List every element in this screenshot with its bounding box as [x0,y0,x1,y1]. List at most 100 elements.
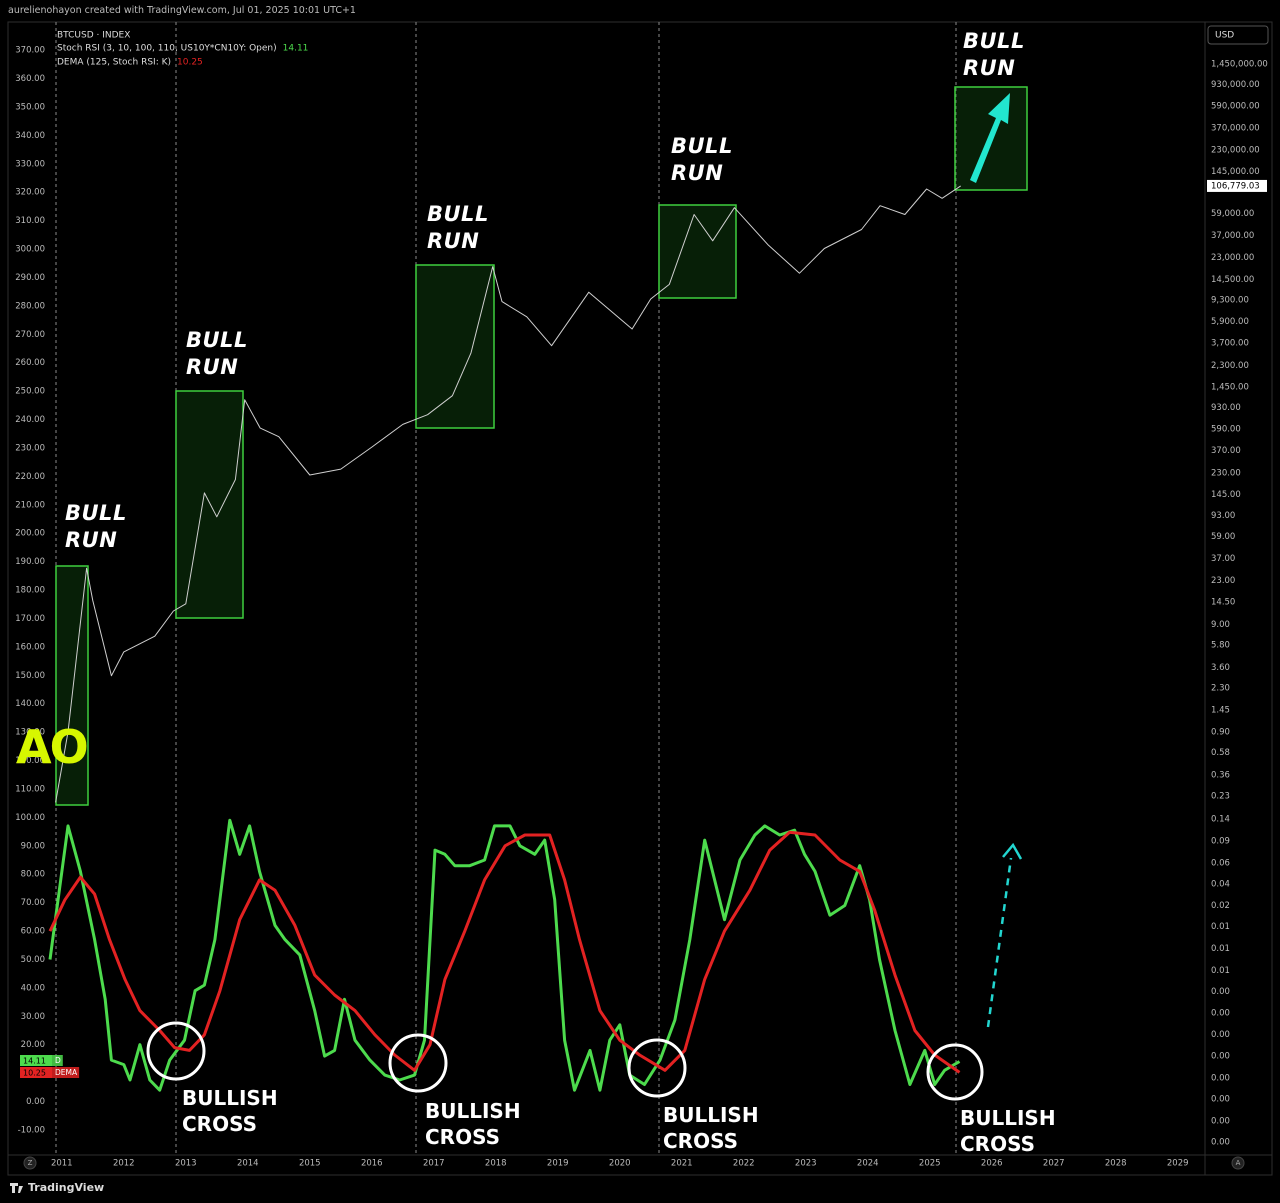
y2-tick-label: 0.06 [1211,858,1230,868]
annotation: BULLISH CROSS [182,1086,278,1136]
y-tick-label: 230.00 [15,443,45,453]
y-tick-label: 220.00 [15,472,45,482]
y-tick-label: 180.00 [15,586,45,596]
bull-run-box [658,204,737,299]
y2-tick-label: 0.14 [1211,815,1230,825]
y-tick-label: 170.00 [15,614,45,624]
y-tick-label: 50.00 [21,955,45,965]
x-tick-label: 2017 [423,1159,445,1169]
y2-tick-label: 23,000.00 [1211,253,1254,263]
y-tick-label: 210.00 [15,500,45,510]
y2-tick-label: 14.50 [1211,598,1235,608]
y2-tick-label: 370,000.00 [1211,123,1260,133]
button[interactable] [23,1156,37,1170]
y2-tick-label: 590,000.00 [1211,102,1260,112]
y2-tick-label: 0.09 [1211,836,1230,846]
y2-tick-label: 590.00 [1211,424,1241,434]
bull-run-box [415,264,495,429]
value-flag-tag: D [55,1056,61,1065]
y-tick-label: 200.00 [15,529,45,539]
button[interactable] [1231,1156,1245,1170]
legend-entry: DEMA (125, Stoch RSI: K) [57,58,171,68]
up-arrow [970,93,1010,183]
y2-tick-label: 9,300.00 [1211,296,1249,306]
y-tick-label: 290.00 [15,273,45,283]
x-tick-label: 2019 [547,1159,569,1169]
y-tick-label: 40.00 [21,983,45,993]
y-tick-label: 20.00 [21,1040,45,1050]
header: aurelienohayon created with TradingView.… [8,5,356,16]
chart-frame [7,21,1273,1176]
y-tick-label: 70.00 [21,898,45,908]
y2-tick-label: 1,450.00 [1211,382,1249,392]
value-flag-label: 10.25 [23,1069,46,1078]
value-flag-label: 14.11 [23,1057,46,1066]
legend-value: 10.25 [177,58,203,68]
y2-tick-label: 1,450,000.00 [1211,59,1268,69]
x-tick-label: 2018 [485,1159,507,1169]
x-tick-label: 2023 [795,1159,817,1169]
y2-tick-label: 230,000.00 [1211,146,1260,156]
y2-tick-label: 0.58 [1211,748,1230,758]
y-tick-label: 160.00 [15,642,45,652]
y-tick-label: 240.00 [15,415,45,425]
value-flag [20,1055,52,1066]
y2-tick-label: 0.36 [1211,770,1230,780]
cross-circle [627,1038,687,1098]
x-tick-label: 2026 [981,1159,1003,1169]
y2-tick-label: 0.04 [1211,879,1230,889]
x-tick-label: 2020 [609,1159,631,1169]
y-tick-label: 150.00 [15,671,45,681]
price-flag [1207,179,1267,192]
bull-run-box [175,390,244,619]
y-tick-label: 100.00 [15,813,45,823]
y2-tick-label: 230.00 [1211,468,1241,478]
y-tick-label: 360.00 [15,74,45,84]
cross-circle [388,1033,448,1093]
x-tick-label: 2027 [1043,1159,1065,1169]
y2-tick-label: 1.45 [1211,705,1230,715]
x-tick-label: 2024 [857,1159,879,1169]
y-tick-label: 350.00 [15,102,45,112]
y-tick-label: 140.00 [15,699,45,709]
y-tick-label: 80.00 [21,870,45,880]
legend-value: 14.11 [283,44,309,54]
y-tick-label: 340.00 [15,131,45,141]
y2-tick-label: 145,000.00 [1211,167,1260,177]
y2-tick-label: 0.01 [1211,944,1230,954]
annotation: BULLISH CROSS [960,1106,1056,1156]
y2-tick-label: 2.30 [1211,684,1230,694]
cross-circle [146,1021,206,1081]
y2-tick-label: 0.01 [1211,966,1230,976]
y2-tick-label: 0.00 [1211,987,1230,997]
ao-label: AO [16,720,89,774]
x-tick-label: 2021 [671,1159,693,1169]
x-tick-label: 2028 [1105,1159,1127,1169]
y2-tick-label: 0.00 [1211,1030,1230,1040]
value-flag [20,1067,52,1078]
button-label[interactable]: Z [28,1159,33,1167]
y2-tick-label: 930.00 [1211,403,1241,413]
y2-tick-label: 37,000.00 [1211,231,1254,241]
annotation: BULLISH CROSS [425,1099,521,1149]
y-tick-label: 190.00 [15,557,45,567]
y2-tick-label: 3,700.00 [1211,339,1249,349]
annotation: BULL RUN [671,134,733,185]
y-tick-label: -10.00 [18,1125,45,1135]
y-tick-label: 30.00 [21,1012,45,1022]
button-label[interactable]: A [1236,1159,1241,1167]
y2-tick-label: 3.60 [1211,663,1230,673]
y2-tick-label: 59.00 [1211,532,1235,542]
value-flag-tag-bg [52,1055,63,1066]
series-line [48,818,961,1092]
y-tick-label: 260.00 [15,358,45,368]
x-tick-label: 2013 [175,1159,197,1169]
plot: 370.00 360.00 350.00 340.00 330.00 320.00 310.… [15,31,1268,1169]
dashed-arrow-head [1002,842,1023,860]
y2-tick-label: 0.00 [1211,1095,1230,1105]
annotation: BULL RUN [65,501,127,552]
y-tick-label: 270.00 [15,330,45,340]
x-tick-label: 2011 [51,1159,73,1169]
x-tick-label: 2025 [919,1159,941,1169]
